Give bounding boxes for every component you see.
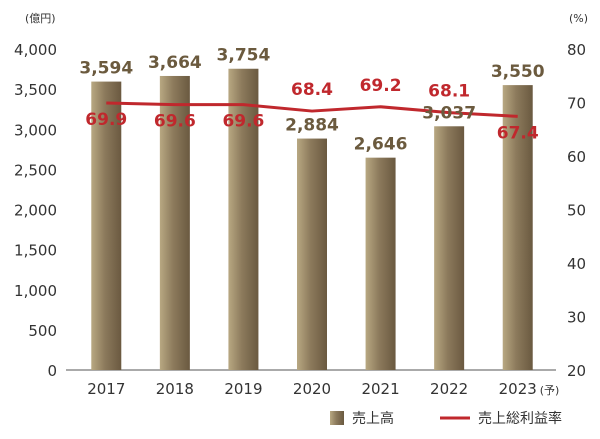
bar-value-label: 3,664	[148, 53, 202, 73]
right-tick-label: 30	[567, 309, 586, 327]
line-layer	[106, 101, 518, 118]
bar	[502, 85, 533, 371]
bar-value-label: 3,550	[491, 62, 545, 82]
bar	[297, 138, 327, 370]
line-value-label: 68.4	[291, 80, 333, 100]
bar	[159, 75, 190, 371]
x-tick-label: 2017	[87, 380, 125, 398]
legend-line-label: 売上総利益率	[478, 410, 562, 427]
x-tick-label: 2020	[293, 380, 331, 398]
right-tick-label: 70	[567, 95, 586, 113]
x-tick-suffix: (予)	[540, 384, 560, 397]
left-tick-label: 1,500	[14, 242, 57, 260]
left-tick-label: 500	[28, 322, 57, 340]
bar	[365, 157, 396, 370]
bar-value-label: 2,884	[285, 116, 339, 136]
left-tick-label: 1,000	[14, 282, 57, 300]
bar-value-label: 3,754	[217, 46, 271, 66]
bar-value-label: 2,646	[354, 135, 408, 155]
x-tick-label: 2022	[430, 380, 468, 398]
axes-layer: (億円) (%) 0 500 1,000 1,500 2,000 2,500 3,000 3,50…	[14, 12, 588, 398]
line-value-label: 69.6	[154, 112, 196, 132]
line-value-label: 68.1	[428, 82, 470, 102]
line-value-label: 69.9	[85, 110, 127, 130]
line-value-label: 67.4	[497, 123, 539, 143]
right-tick-label: 60	[567, 148, 586, 166]
left-tick-label: 0	[47, 362, 57, 380]
left-tick-label: 3,500	[14, 81, 57, 99]
left-tick-label: 2,500	[14, 161, 57, 179]
right-tick-label: 20	[567, 362, 586, 380]
bar	[228, 68, 259, 370]
x-tick-label: 2018	[156, 380, 194, 398]
bar-value-label: 3,594	[79, 59, 133, 79]
bar	[434, 126, 465, 370]
legend-bar-swatch	[330, 411, 344, 425]
right-tick-label: 50	[567, 202, 586, 220]
x-tick-label: 2019	[224, 380, 262, 398]
right-tick-label: 40	[567, 255, 586, 273]
right-tick-label: 80	[567, 41, 586, 59]
x-tick-label: 2023	[499, 380, 537, 398]
margin-line	[106, 101, 518, 118]
legend-bar-label: 売上高	[352, 410, 394, 427]
bars-layer	[91, 68, 533, 371]
line-value-label: 69.2	[360, 76, 402, 96]
labels-layer: 3,594 3,664 3,754 2,884 2,646 3,037 3,550 69.9 6…	[79, 46, 544, 155]
legend: 売上高 売上総利益率	[330, 410, 562, 427]
left-tick-label: 2,000	[14, 202, 57, 220]
left-axis-unit: (億円)	[25, 12, 56, 25]
bar-value-label: 3,037	[422, 103, 476, 123]
right-axis-unit: (%)	[569, 12, 588, 25]
left-tick-label: 4,000	[14, 41, 57, 59]
x-tick-label: 2021	[361, 380, 399, 398]
left-tick-label: 3,000	[14, 121, 57, 139]
line-value-label: 69.6	[222, 112, 264, 132]
bar	[91, 81, 122, 371]
